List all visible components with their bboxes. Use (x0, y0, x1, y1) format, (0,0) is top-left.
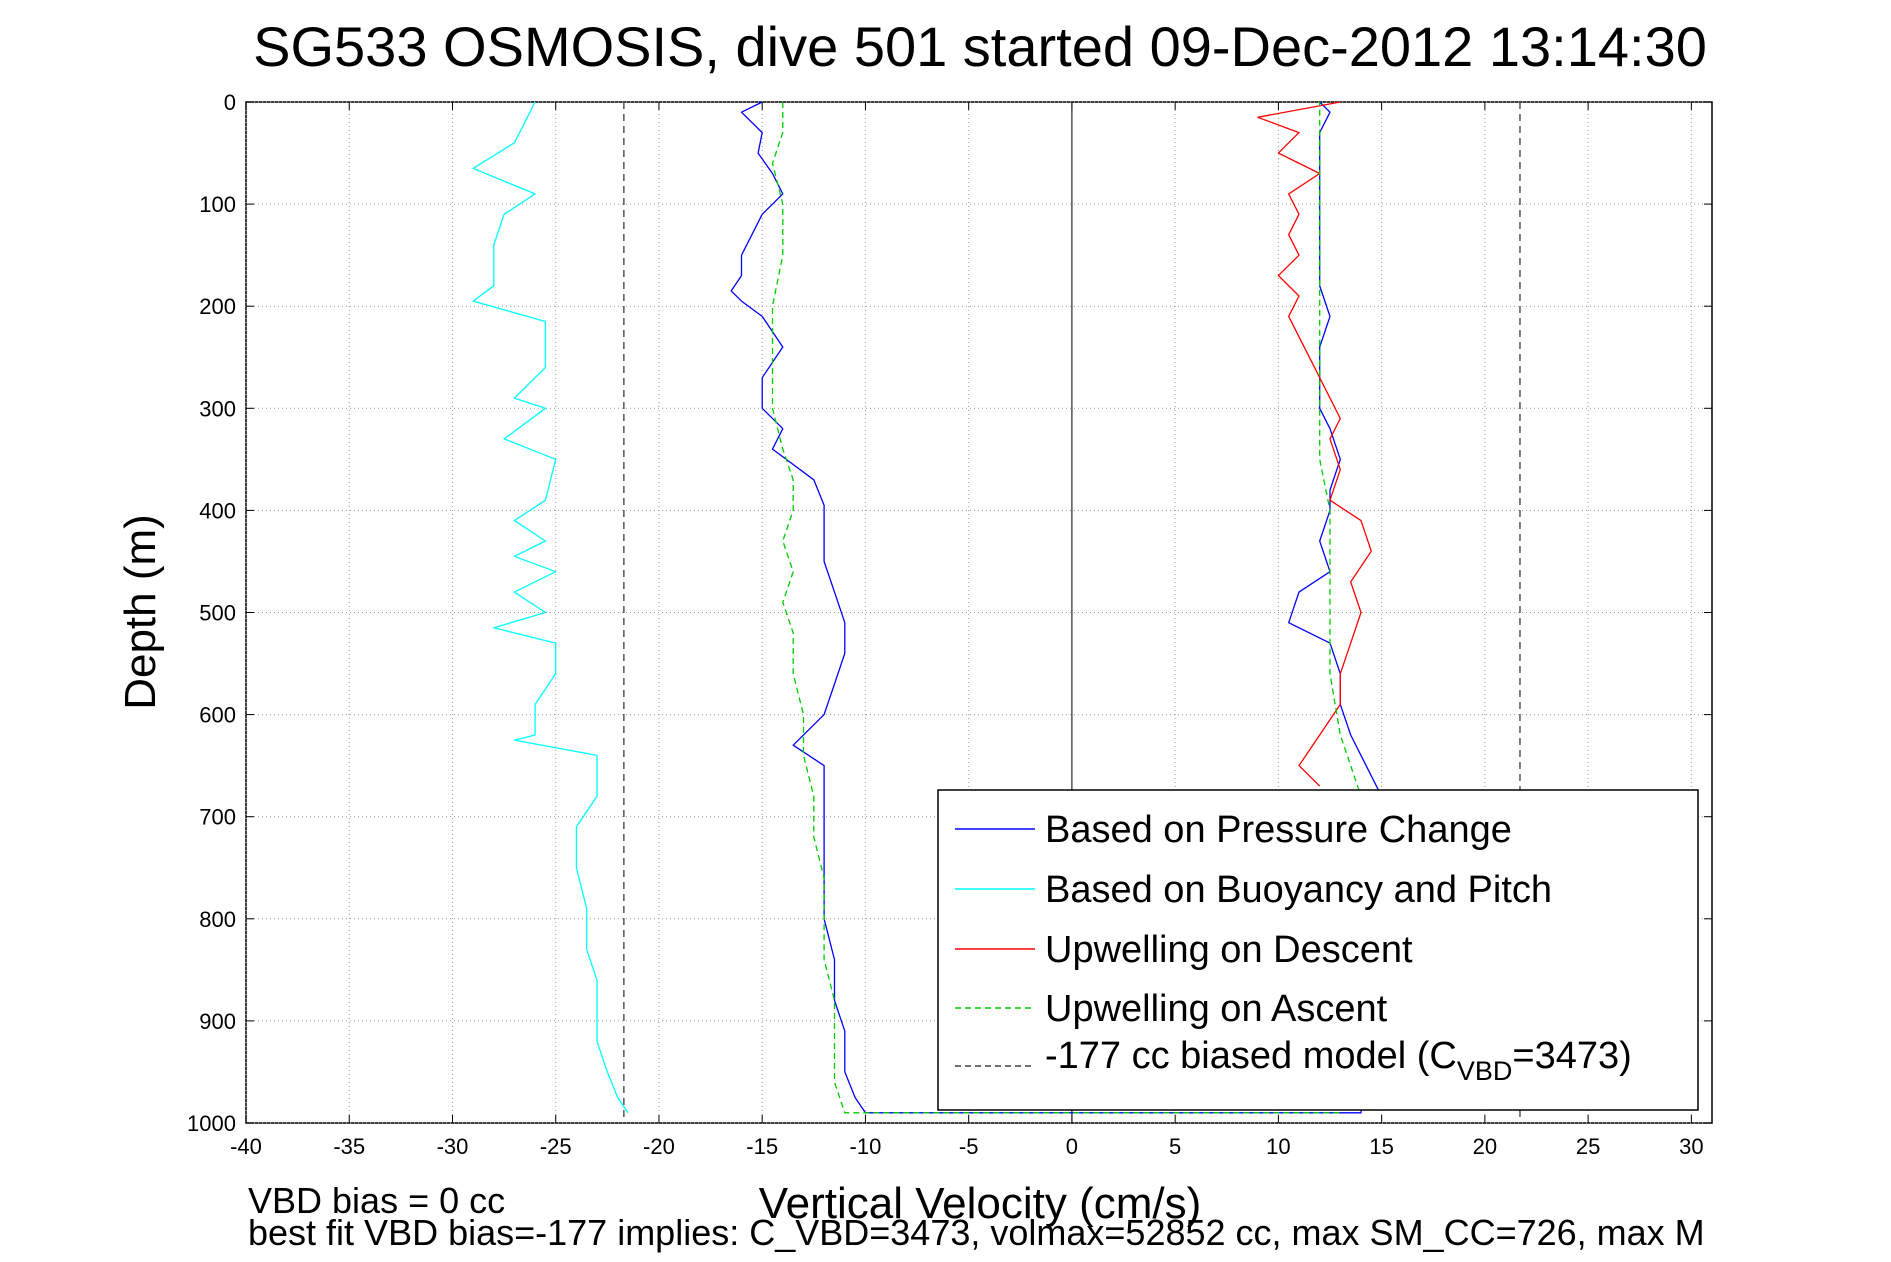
x-tick-label: -5 (959, 1134, 979, 1159)
legend-label-pressure: Based on Pressure Change (1045, 809, 1512, 851)
y-tick-label: 200 (199, 294, 236, 319)
y-tick-label: 0 (224, 90, 236, 115)
series-line-buoyancy (472, 101, 629, 1114)
legend-model-subscript: VBD (1457, 1056, 1513, 1086)
x-tick-label: 15 (1369, 1134, 1393, 1159)
x-tick-label: -40 (230, 1134, 262, 1159)
x-tick-label: 5 (1169, 1134, 1181, 1159)
x-tick-label: -15 (746, 1134, 778, 1159)
x-tick-label: 10 (1266, 1134, 1290, 1159)
x-tick-label: 20 (1473, 1134, 1497, 1159)
legend-box (937, 789, 1699, 1111)
y-tick-label: 300 (199, 396, 236, 421)
y-tick-label: 500 (199, 601, 236, 626)
vbd-bias-note: VBD bias = 0 cc (248, 1180, 505, 1221)
x-tick-label: -20 (643, 1134, 675, 1159)
legend-label-buoyancy: Based on Buoyancy and Pitch (1045, 869, 1552, 911)
legend-label-model: -177 cc biased model (CVBD=3473) (1045, 1035, 1632, 1086)
y-tick-label: 600 (199, 703, 236, 728)
y-tick-label: 1000 (187, 1111, 236, 1136)
x-tick-label: -10 (850, 1134, 882, 1159)
legend-label-ascent: Upwelling on Ascent (1045, 988, 1388, 1030)
legend-model-suffix: =3473) (1512, 1035, 1631, 1077)
y-tick-label: 400 (199, 498, 236, 523)
x-tick-label: -30 (437, 1134, 469, 1159)
y-axis-ticks: 0 100 200 300 400 500 600 700 800 900 1000 (187, 90, 1712, 1136)
legend-label-descent: Upwelling on Descent (1045, 929, 1413, 971)
x-axis-label: Vertical Velocity (cm/s) (759, 1179, 1202, 1228)
y-tick-label: 100 (199, 192, 236, 217)
best-fit-note: best fit VBD bias=-177 implies: C_VBD=34… (248, 1212, 1705, 1253)
series-line-ascent (771, 102, 1362, 1114)
y-tick-label: 900 (199, 1009, 236, 1034)
y-tick-label: 700 (199, 805, 236, 830)
series-line-descent (1257, 101, 1372, 787)
y-axis-label: Depth (m) (116, 514, 165, 710)
legend: Based on Pressure Change Based on Buoyan… (937, 789, 1699, 1111)
y-tick-label: 800 (199, 907, 236, 932)
x-tick-label: -35 (333, 1134, 365, 1159)
x-tick-label: 25 (1576, 1134, 1600, 1159)
x-tick-label: 0 (1066, 1134, 1078, 1159)
x-axis-ticks: -40 -35 -30 -25 -20 -15 -10 -5 0 5 10 15 20 25 30 (230, 102, 1704, 1159)
x-tick-label: 30 (1679, 1134, 1703, 1159)
legend-model-prefix: -177 cc biased model (C (1045, 1035, 1457, 1077)
chart-title: SG533 OSMOSIS, dive 501 started 09-Dec-2… (253, 15, 1707, 78)
x-tick-label: -25 (540, 1134, 572, 1159)
data-series (472, 101, 1383, 1114)
